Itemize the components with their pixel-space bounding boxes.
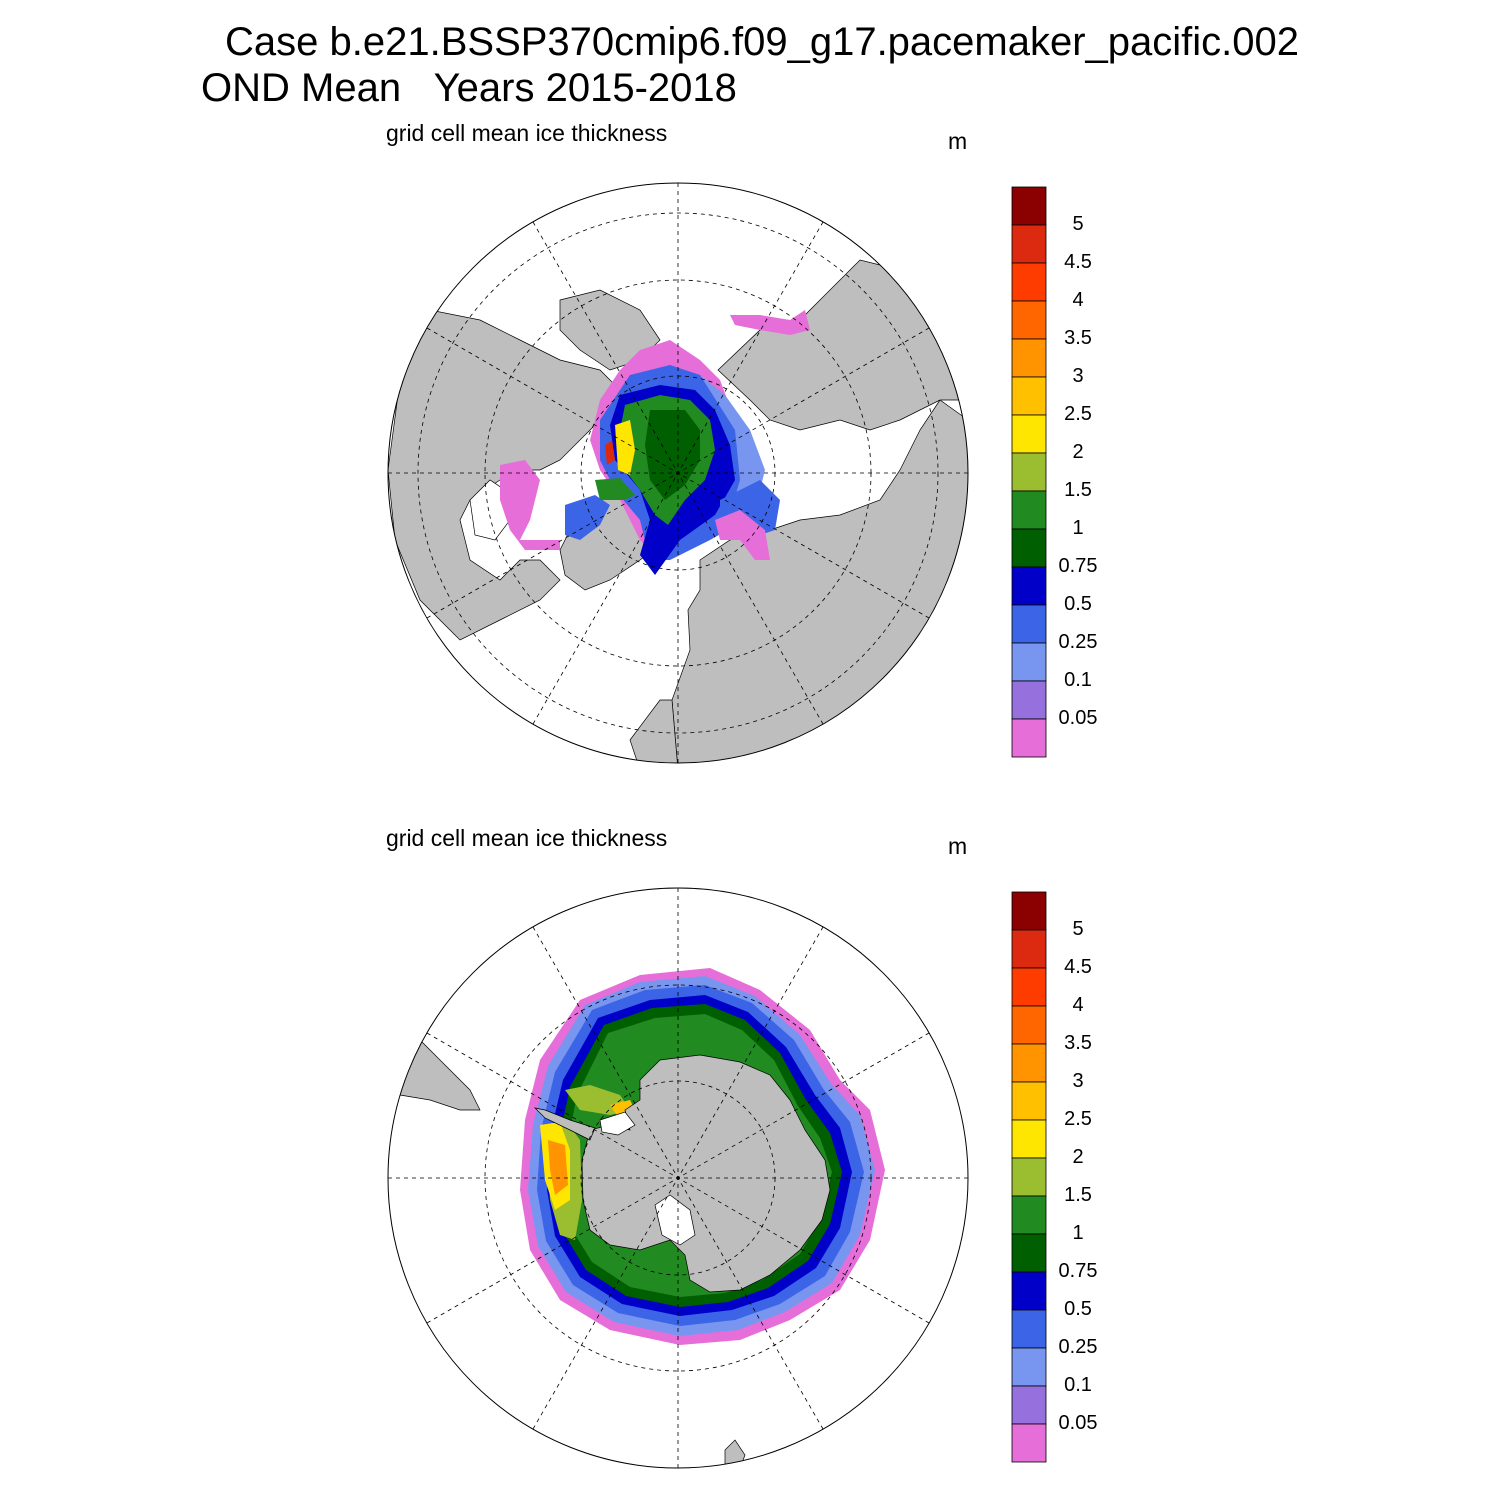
panel2-colorbar-swatch [1012,1158,1046,1196]
panel2-colorbar-swatch [1012,1120,1046,1158]
panel1-colorbar-swatch [1012,263,1046,301]
panel1-colorbar-swatch [1012,187,1046,225]
panel1-colorbar-swatch [1012,567,1046,605]
panel1-colorbar-label: 4.5 [1043,251,1113,274]
panel2-colorbar-label: 0.5 [1043,1298,1113,1321]
panel2-colorbar-label: 2.5 [1043,1108,1113,1131]
panel2-colorbar-swatch [1012,1424,1046,1462]
panel1-colorbar-label: 3 [1043,365,1113,388]
panel2-colorbar-swatch [1012,1310,1046,1348]
panel2-colorbar-label: 4.5 [1043,956,1113,979]
panel1-colorbar-swatch [1012,491,1046,529]
panel1-colorbar-label: 0.1 [1043,669,1113,692]
panel1-colorbar [1012,187,1046,757]
panel1-colorbar-label: 4 [1043,289,1113,312]
panel1-colorbar-swatch [1012,377,1046,415]
panel2-colorbar-swatch [1012,1006,1046,1044]
panel1-colorbar-swatch [1012,301,1046,339]
panel2-colorbar-label: 3.5 [1043,1032,1113,1055]
panel2-colorbar-label: 0.1 [1043,1374,1113,1397]
panel1-colorbar-swatch [1012,225,1046,263]
panel1-colorbar-label: 1.5 [1043,479,1113,502]
north-polar-map [388,183,970,770]
panel2-colorbar-swatch [1012,1234,1046,1272]
panel1-colorbar-label: 1 [1043,517,1113,540]
panel1-colorbar-swatch [1012,529,1046,567]
panel1-colorbar-label: 2 [1043,441,1113,464]
panel2-colorbar-label: 5 [1043,918,1113,941]
panel1-colorbar-swatch [1012,339,1046,377]
panel2-colorbar-label: 4 [1043,994,1113,1017]
panel2-colorbar-label: 0.25 [1043,1336,1113,1359]
panel1-colorbar-label: 0.25 [1043,631,1113,654]
panel2-colorbar-swatch [1012,1044,1046,1082]
panel2-colorbar-swatch [1012,968,1046,1006]
panel1-colorbar-label: 0.05 [1043,707,1113,730]
panel1-colorbar-swatch [1012,453,1046,491]
panel2-colorbar-swatch [1012,1272,1046,1310]
panel2-colorbar-swatch [1012,1082,1046,1120]
panel1-colorbar-label: 0.5 [1043,593,1113,616]
panel2-colorbar-swatch [1012,930,1046,968]
panel2-colorbar-swatch [1012,1348,1046,1386]
panel2-colorbar-label: 1 [1043,1222,1113,1245]
panel1-colorbar-swatch [1012,719,1046,757]
panel1-colorbar-swatch [1012,605,1046,643]
panel1-colorbar-swatch [1012,415,1046,453]
panel2-colorbar [1012,892,1046,1462]
panel1-colorbar-label: 3.5 [1043,327,1113,350]
panel2-colorbar-swatch [1012,1196,1046,1234]
panel2-colorbar-swatch [1012,1386,1046,1424]
panel2-colorbar-label: 1.5 [1043,1184,1113,1207]
panel2-colorbar-label: 0.05 [1043,1412,1113,1435]
panel1-colorbar-label: 5 [1043,213,1113,236]
panel1-colorbar-label: 0.75 [1043,555,1113,578]
panel1-colorbar-swatch [1012,681,1046,719]
panel2-colorbar-swatch [1012,892,1046,930]
panel2-colorbar-label: 0.75 [1043,1260,1113,1283]
panel1-colorbar-swatch [1012,643,1046,681]
panel2-colorbar-label: 2 [1043,1146,1113,1169]
figure-canvas [0,0,1500,1500]
panel2-colorbar-label: 3 [1043,1070,1113,1093]
south-polar-map [388,888,968,1468]
panel1-colorbar-label: 2.5 [1043,403,1113,426]
